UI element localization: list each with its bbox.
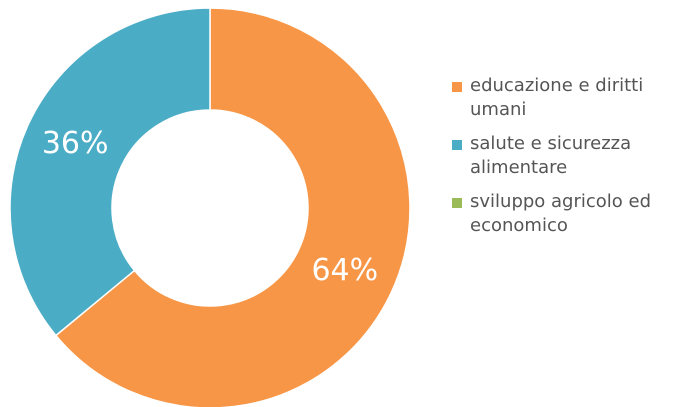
legend-item-educazione: educazione e diritti umani	[452, 74, 688, 122]
donut-plot: 64% 36%	[0, 0, 420, 407]
data-label-salute: 36%	[42, 126, 109, 161]
legend-swatch-sviluppo	[452, 198, 462, 208]
legend-item-salute: salute e sicurezza alimentare	[452, 132, 688, 180]
legend-item-sviluppo: sviluppo agricolo ed economico	[452, 190, 688, 238]
legend-swatch-educazione	[452, 82, 462, 92]
data-label-educazione: 64%	[311, 253, 378, 288]
legend-label-educazione: educazione e diritti umani	[470, 75, 643, 120]
slice-salute	[10, 8, 210, 335]
legend-swatch-salute	[452, 140, 462, 150]
legend-label-salute: salute e sicurezza alimentare	[470, 133, 631, 178]
legend: educazione e diritti umani salute e sicu…	[452, 74, 688, 248]
legend-label-sviluppo: sviluppo agricolo ed economico	[470, 191, 651, 236]
